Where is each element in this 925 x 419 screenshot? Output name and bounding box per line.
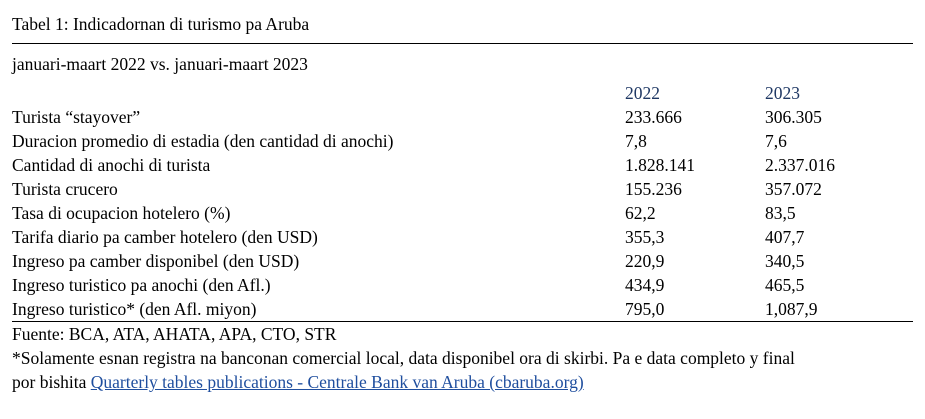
value-2022: 355,3	[625, 227, 665, 247]
top-divider	[12, 43, 913, 44]
value-2022: 220,9	[625, 251, 665, 271]
value-2023: 7,6	[765, 131, 787, 151]
table-row: Cantidad di anochi di turista 1.828.141 …	[12, 153, 913, 177]
footnote-prefix: por bishita	[12, 372, 91, 392]
column-header-2023: 2023	[765, 83, 800, 103]
value-2022: 1.828.141	[625, 155, 695, 175]
table-row: Duracion promedio di estadia (den cantid…	[12, 129, 913, 153]
footnote-line: *Solamente esnan registra na banconan co…	[12, 348, 795, 368]
table-subtitle: januari-maart 2022 vs. januari-maart 202…	[12, 54, 308, 74]
row-label: Tasa di ocupacion hotelero (%)	[12, 203, 231, 223]
value-2022: 62,2	[625, 203, 656, 223]
table-row: Tasa di ocupacion hotelero (%) 62,2 83,5	[12, 201, 913, 225]
value-2022: 155.236	[625, 179, 682, 199]
column-header-2022: 2022	[625, 83, 660, 103]
value-2023: 465,5	[765, 275, 805, 295]
row-label: Ingreso pa camber disponibel (den USD)	[12, 251, 300, 271]
value-2023: 83,5	[765, 203, 796, 223]
value-2022: 233.666	[625, 107, 682, 127]
value-2022: 434,9	[625, 275, 665, 295]
row-label: Ingreso turistico pa anochi (den Afl.)	[12, 275, 271, 295]
value-2023: 357.072	[765, 179, 822, 199]
cbaruba-publications-link[interactable]: Quarterly tables publications - Centrale…	[90, 372, 584, 392]
source-note: Fuente: BCA, ATA, AHATA, APA, CTO, STR	[12, 324, 337, 344]
table-title: Tabel 1: Indicadornan di turismo pa Arub…	[12, 14, 310, 34]
table-row: Turista crucero 155.236 357.072	[12, 177, 913, 201]
footnote-link-line: por bishita Quarterly tables publication…	[12, 370, 917, 394]
value-2023: 306.305	[765, 107, 822, 127]
row-label: Turista “stayover”	[12, 107, 141, 127]
value-2022: 7,8	[625, 131, 647, 151]
footnote: *Solamente esnan registra na banconan co…	[12, 346, 917, 394]
value-2023: 2.337.016	[765, 155, 835, 175]
table-row: Ingreso turistico* (den Afl. miyon) 795,…	[12, 297, 913, 321]
bottom-divider	[12, 321, 913, 322]
table-row: Turista “stayover” 233.666 306.305	[12, 105, 913, 129]
table-row: Ingreso pa camber disponibel (den USD) 2…	[12, 249, 913, 273]
row-label: Duracion promedio di estadia (den cantid…	[12, 131, 394, 151]
value-2023: 407,7	[765, 227, 805, 247]
table-row: Tarifa diario pa camber hotelero (den US…	[12, 225, 913, 249]
row-label: Tarifa diario pa camber hotelero (den US…	[12, 227, 318, 247]
row-label: Cantidad di anochi di turista	[12, 155, 211, 175]
row-label: Turista crucero	[12, 179, 118, 199]
value-2023: 1,087,9	[765, 299, 818, 319]
table-row: Ingreso turistico pa anochi (den Afl.) 4…	[12, 273, 913, 297]
table-body: Turista “stayover” 233.666 306.305 Durac…	[12, 105, 913, 321]
value-2023: 340,5	[765, 251, 805, 271]
row-label: Ingreso turistico* (den Afl. miyon)	[12, 299, 257, 319]
value-2022: 795,0	[625, 299, 665, 319]
